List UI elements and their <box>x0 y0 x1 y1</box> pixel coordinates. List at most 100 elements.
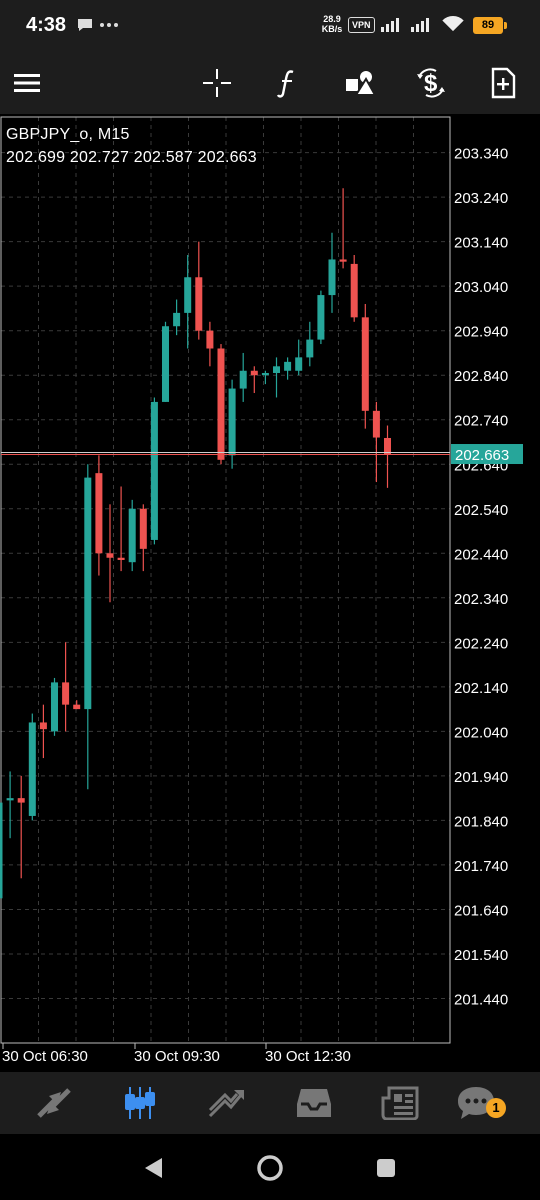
wifi-icon <box>442 16 464 32</box>
news-icon <box>381 1086 419 1120</box>
y-tick-label: 203.140 <box>454 235 508 252</box>
battery-indicator: 89 <box>473 17 507 34</box>
x-tick-label: 30 Oct 09:30 <box>134 1048 220 1065</box>
y-tick-label: 202.240 <box>454 635 508 652</box>
candle-body <box>372 410 380 438</box>
menu-icon <box>14 74 40 92</box>
candle-body <box>228 388 236 456</box>
candle-body <box>162 326 169 402</box>
status-time: 4:38 <box>26 14 67 36</box>
candle-body <box>95 473 103 554</box>
top-toolbar: $ <box>0 52 540 114</box>
vpn-badge: VPN <box>348 17 375 33</box>
crosshair-button[interactable] <box>196 62 238 104</box>
back-button[interactable] <box>137 1152 169 1184</box>
candle-body <box>350 263 358 318</box>
y-tick-label: 202.540 <box>454 502 508 519</box>
y-tick-label: 201.740 <box>454 858 508 875</box>
chart-area[interactable]: 203.340 203.240 203.140 203.040 202.940 202.8… <box>0 114 540 1072</box>
back-icon <box>145 1158 162 1178</box>
candle-body <box>173 312 181 327</box>
plot-border <box>0 116 451 1044</box>
candle-body <box>184 277 192 313</box>
chat-bubble-icon <box>78 19 92 32</box>
y-tick-label: 202.840 <box>454 368 508 385</box>
y-tick-label: 203.040 <box>454 279 508 296</box>
notification-icons <box>76 16 120 33</box>
signal-icon-1 <box>381 18 399 32</box>
price-chart[interactable]: 203.340 203.240 203.140 203.040 202.940 202.8… <box>0 114 540 1072</box>
candle-body <box>73 704 81 710</box>
candle-body <box>28 722 36 816</box>
status-bar: 4:38 28.9 KB/s VPN 89 <box>0 0 540 52</box>
function-icon <box>276 70 294 98</box>
y-tick-label: 201.940 <box>454 769 508 786</box>
nav-messages[interactable] <box>454 1082 498 1124</box>
svg-text:$: $ <box>424 70 438 97</box>
nav-quotes[interactable] <box>32 1082 76 1124</box>
y-tick-label: 201.640 <box>454 902 508 919</box>
recents-icon <box>377 1159 395 1177</box>
speed-value: 28.9 <box>323 14 341 24</box>
current-price-label: 202.663 <box>455 447 509 464</box>
y-tick-label: 202.340 <box>454 591 508 608</box>
current-price-tag <box>451 444 523 465</box>
menu-button[interactable] <box>6 62 48 104</box>
candle-body <box>62 682 70 705</box>
y-tick-label: 202.940 <box>454 324 508 341</box>
candle-body <box>250 370 258 376</box>
candle-body <box>361 317 369 411</box>
candle-body <box>239 370 247 389</box>
quotes-icon <box>37 1088 71 1118</box>
chart-ohlc-values: 202.699 202.727 202.587 202.663 <box>6 149 257 166</box>
candle-body <box>195 277 203 331</box>
candle-body <box>51 682 58 732</box>
crosshair-icon <box>203 69 231 97</box>
recents-button[interactable] <box>370 1152 402 1184</box>
nav-chart[interactable] <box>118 1082 162 1124</box>
y-tick-label: 201.540 <box>454 947 508 964</box>
candle-body <box>17 798 25 803</box>
objects-icon <box>346 71 376 96</box>
y-tick-label: 203.240 <box>454 190 508 207</box>
candle-body <box>6 798 14 801</box>
candle-body <box>273 366 280 373</box>
candle-body <box>217 348 225 460</box>
chart-icon <box>125 1087 155 1119</box>
nav-news[interactable] <box>378 1082 422 1124</box>
x-tick-label: 30 Oct 06:30 <box>2 1048 88 1065</box>
indicators-button[interactable] <box>267 62 309 104</box>
android-navigation <box>0 1134 540 1200</box>
speed-unit: KB/s <box>321 24 343 34</box>
y-tick-label: 202.140 <box>454 680 508 697</box>
candle-body <box>284 361 292 371</box>
signal-icon-2 <box>411 18 429 32</box>
y-tick-label: 201.440 <box>454 991 508 1008</box>
candle-body <box>117 557 125 560</box>
objects-button[interactable] <box>339 62 381 104</box>
more-dots-icon <box>99 23 118 28</box>
y-tick-label: 201.840 <box>454 813 508 830</box>
candle-body <box>150 401 158 540</box>
candle-body <box>0 802 3 899</box>
nav-history[interactable] <box>292 1082 336 1124</box>
symbols-button[interactable]: $ <box>410 62 452 104</box>
candle-body <box>384 437 391 455</box>
symbols-icon: $ <box>417 68 445 98</box>
candle-body <box>295 357 303 371</box>
candle-body <box>339 259 347 262</box>
bottom-navigation <box>0 1072 540 1134</box>
y-tick-label: 202.040 <box>454 724 508 741</box>
new-order-button[interactable] <box>482 62 524 104</box>
nav-trade[interactable] <box>205 1082 249 1124</box>
candle-body <box>106 553 114 558</box>
x-tick-label: 30 Oct 12:30 <box>265 1048 351 1065</box>
messages-icon <box>458 1087 494 1119</box>
candle-body <box>306 339 314 358</box>
home-button[interactable] <box>254 1152 286 1184</box>
candle-body <box>317 295 325 340</box>
trade-icon <box>208 1090 244 1118</box>
y-tick-label: 202.440 <box>454 546 508 563</box>
candle-body <box>84 477 92 710</box>
y-tick-label: 203.340 <box>454 146 508 163</box>
